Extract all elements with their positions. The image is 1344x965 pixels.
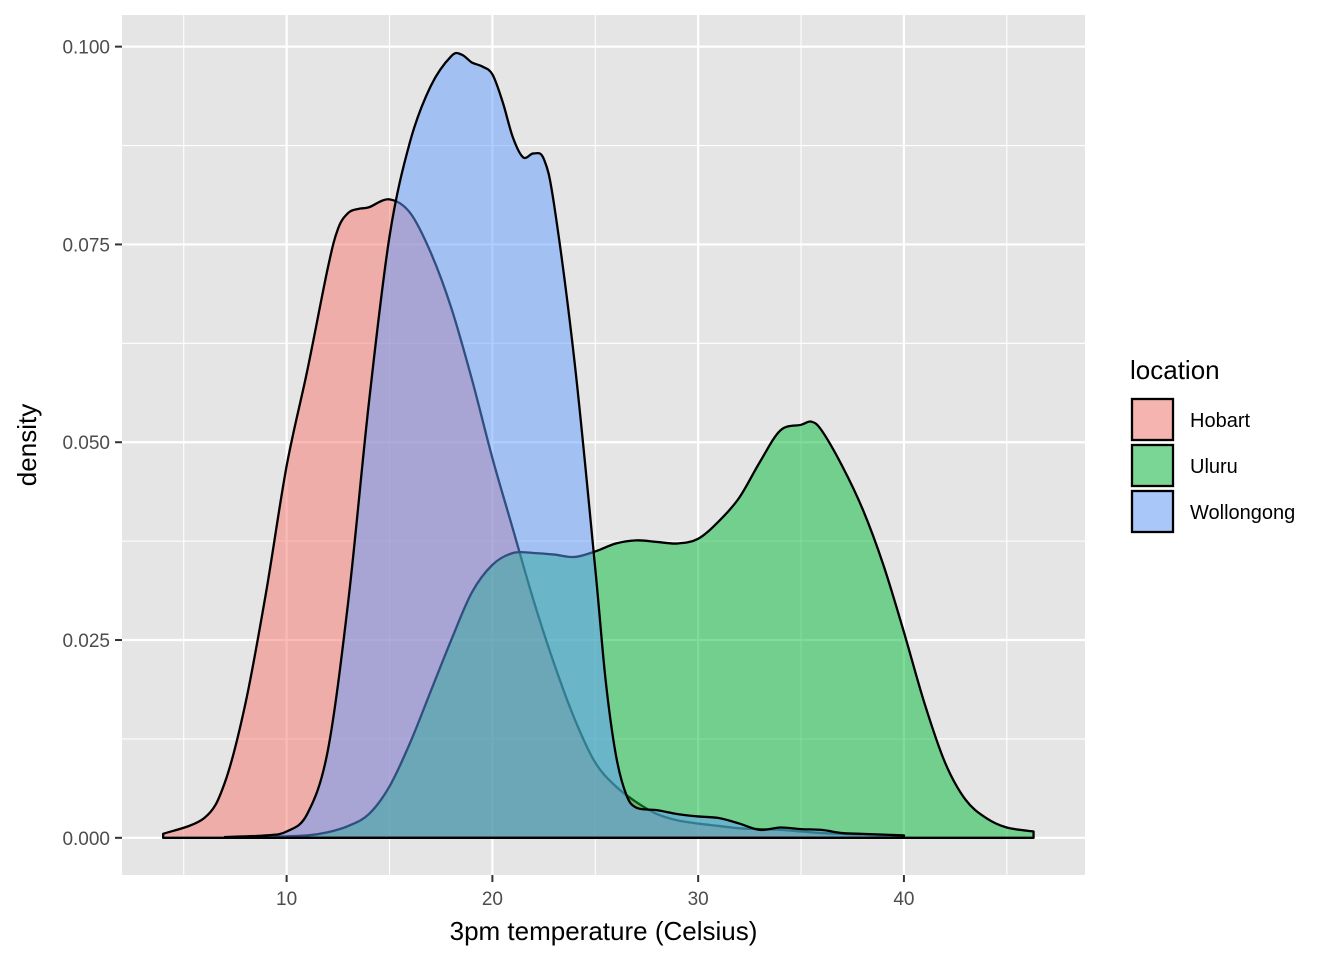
density-series [162,51,1035,839]
legend-label-wollongong: Wollongong [1190,502,1295,524]
legend-label-uluru: Uluru [1190,456,1238,478]
x-tick-label: 30 [688,889,709,910]
legend: location Hobart Uluru Wollongong [1130,355,1295,534]
legend-swatch-uluru [1130,443,1175,488]
legend-title: location [1130,355,1220,385]
y-tick-label: 0.025 [62,631,110,652]
y-tick-label: 0.000 [62,829,110,850]
x-tick-label: 40 [893,889,914,910]
y-axis-title: density [12,404,42,486]
legend-swatch-wollongong [1130,489,1175,534]
y-tick-label: 0.100 [62,38,110,59]
axes: 0.000 0.025 0.050 0.075 0.100 10 20 30 40 [62,38,914,910]
x-axis-title: 3pm temperature (Celsius) [450,916,758,946]
legend-keys: Hobart Uluru Wollongong [1130,397,1295,534]
y-tick-label: 0.050 [62,433,110,454]
x-tick-label: 10 [276,889,297,910]
y-tick-label: 0.075 [62,235,110,256]
x-tick-label: 20 [482,889,503,910]
legend-swatch-hobart [1130,397,1175,442]
legend-label-hobart: Hobart [1190,410,1250,432]
density-area-wollongong [223,51,906,839]
